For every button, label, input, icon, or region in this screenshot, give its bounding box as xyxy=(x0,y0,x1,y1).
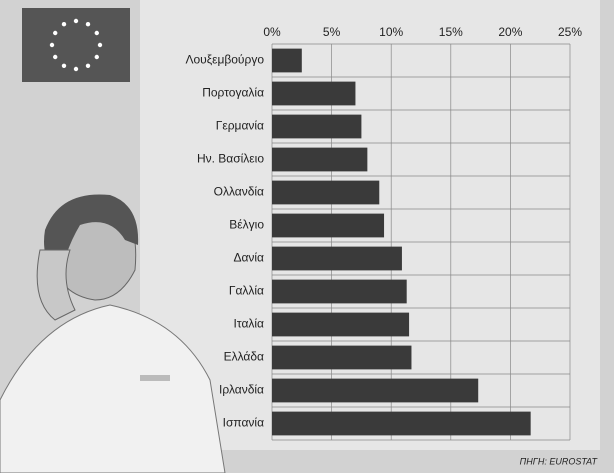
bar xyxy=(272,82,355,106)
y-tick-label: Γερμανία xyxy=(216,119,264,133)
flag-star xyxy=(62,22,66,26)
y-tick-label: Ιρλανδία xyxy=(219,383,264,397)
flag-star xyxy=(74,19,78,23)
x-tick-label: 25% xyxy=(558,25,582,39)
bar xyxy=(272,148,367,172)
bar xyxy=(272,115,361,139)
y-tick-label: Λουξεμβούργο xyxy=(185,53,264,67)
flag-star xyxy=(95,31,99,35)
bar xyxy=(272,280,407,304)
y-tick-label: Ελλάδα xyxy=(224,350,264,364)
chart: ΠΗΓΗ: EUROSTAT 0% 5% 10% 15% 20% 25% Λουξεμβού… xyxy=(0,0,614,473)
flag-star xyxy=(98,43,102,47)
bar xyxy=(272,214,384,238)
bar xyxy=(272,181,379,205)
y-tick-label: Ισπανία xyxy=(223,416,264,430)
bar xyxy=(272,247,402,271)
y-tick-label: Δανία xyxy=(233,251,264,265)
x-tick-label: 5% xyxy=(323,25,341,39)
bar xyxy=(272,346,411,370)
bar xyxy=(272,379,478,403)
page: {"chart_data": {"type": "bar", "orientat… xyxy=(0,0,614,473)
flag-star xyxy=(74,67,78,71)
y-tick-label: Ολλανδία xyxy=(214,185,264,199)
eu-flag xyxy=(22,8,130,82)
bar xyxy=(272,313,409,337)
flag-star xyxy=(86,22,90,26)
bar xyxy=(272,49,302,73)
y-tick-label: Πορτογαλία xyxy=(202,86,264,100)
y-tick-label: Γαλλία xyxy=(229,284,264,298)
flag-star xyxy=(86,64,90,68)
y-tick-label: Βέλγιο xyxy=(229,218,264,232)
flag-star xyxy=(62,64,66,68)
source: ΠΗΓΗ: EUROSTAT xyxy=(520,456,599,466)
y-tick-label: Ην. Βασίλειο xyxy=(197,152,264,166)
flag-star xyxy=(53,55,57,59)
flag-star xyxy=(95,55,99,59)
x-tick-label: 15% xyxy=(439,25,463,39)
flag-star xyxy=(50,43,54,47)
x-tick-label: 0% xyxy=(263,25,281,39)
flag-star xyxy=(53,31,57,35)
bar xyxy=(272,412,531,436)
x-tick-label: 20% xyxy=(498,25,522,39)
y-tick-label: Ιταλία xyxy=(234,317,265,331)
x-tick-label: 10% xyxy=(379,25,403,39)
